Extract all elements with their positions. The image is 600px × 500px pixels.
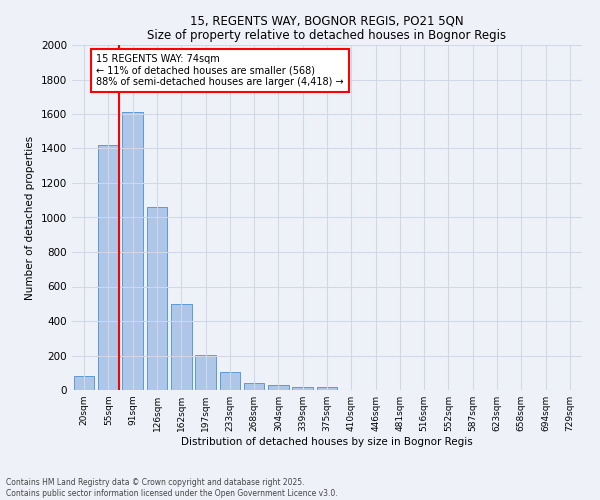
Bar <box>74 376 94 390</box>
Bar <box>146 207 167 390</box>
Bar <box>220 372 240 390</box>
Bar <box>244 383 265 390</box>
Bar <box>171 304 191 390</box>
Bar <box>98 145 119 390</box>
Title: 15, REGENTS WAY, BOGNOR REGIS, PO21 5QN
Size of property relative to detached ho: 15, REGENTS WAY, BOGNOR REGIS, PO21 5QN … <box>148 14 506 42</box>
Bar <box>122 112 143 390</box>
Y-axis label: Number of detached properties: Number of detached properties <box>25 136 35 300</box>
Bar <box>268 385 289 390</box>
Text: 15 REGENTS WAY: 74sqm
← 11% of detached houses are smaller (568)
88% of semi-det: 15 REGENTS WAY: 74sqm ← 11% of detached … <box>96 54 344 87</box>
Bar <box>292 386 313 390</box>
Bar <box>317 386 337 390</box>
Bar <box>195 354 216 390</box>
X-axis label: Distribution of detached houses by size in Bognor Regis: Distribution of detached houses by size … <box>181 437 473 447</box>
Text: Contains HM Land Registry data © Crown copyright and database right 2025.
Contai: Contains HM Land Registry data © Crown c… <box>6 478 338 498</box>
